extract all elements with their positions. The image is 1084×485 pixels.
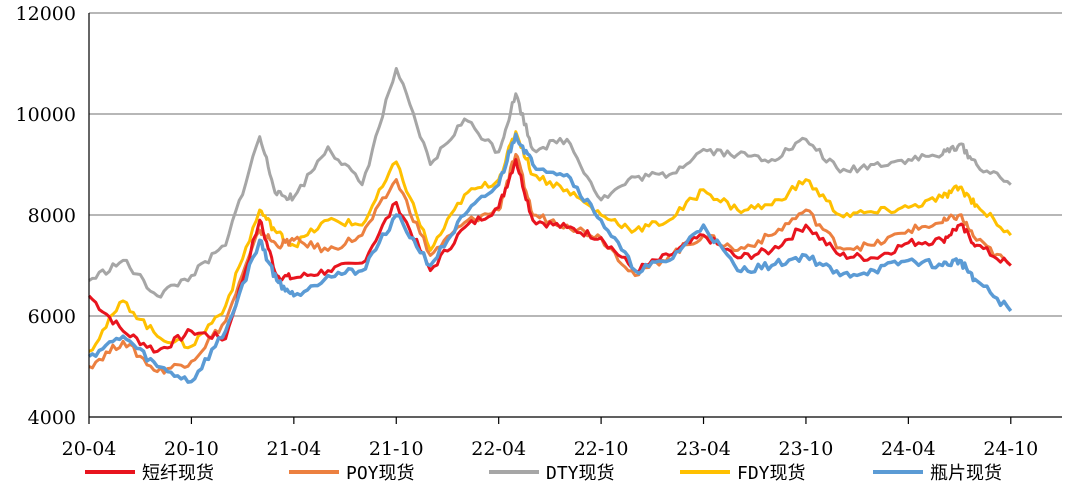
- x-tick-label: 20-04: [62, 438, 117, 460]
- x-tick-label: 21-04: [266, 438, 321, 460]
- x-tick-label: 24-10: [983, 438, 1038, 460]
- x-tick-label: 23-10: [779, 438, 834, 460]
- legend-label: 短纤现货: [142, 463, 214, 484]
- x-tick-label: 20-10: [164, 438, 219, 460]
- series-line: [88, 152, 1012, 375]
- series-line: [87, 132, 1013, 384]
- legend-label: DTY现货: [546, 463, 615, 484]
- series-line: [87, 158, 1012, 354]
- y-tick-labels: 4000 6000 8000 10000 12000: [16, 3, 76, 429]
- series-lines: [87, 67, 1013, 384]
- legend-label: FDY现货: [737, 463, 806, 484]
- y-tick-label: 12000: [16, 3, 76, 25]
- y-tick-label: 6000: [28, 306, 76, 328]
- series-line: [88, 67, 1012, 299]
- x-tick-label: 22-04: [471, 438, 526, 460]
- x-tick-label: 21-10: [369, 438, 424, 460]
- x-tick-label: 23-04: [676, 438, 731, 460]
- y-tick-label: 8000: [28, 205, 76, 227]
- legend-label: 瓶片现货: [930, 463, 1002, 484]
- y-tick-label: 10000: [16, 104, 76, 126]
- legend: 短纤现货 POY现货 DTY现货 FDY现货 瓶片现货: [85, 463, 1002, 484]
- gridlines: [89, 12, 1062, 317]
- x-tick-label: 24-04: [881, 438, 936, 460]
- y-tick-label: 4000: [28, 407, 76, 429]
- legend-label: POY现货: [346, 463, 415, 484]
- axes: [88, 13, 1062, 424]
- x-tick-label: 22-10: [574, 438, 629, 460]
- series-line: [88, 130, 1012, 353]
- x-tick-labels: 20-04 20-10 21-04 21-10 22-04 22-10 23-04 23-10…: [62, 438, 1039, 460]
